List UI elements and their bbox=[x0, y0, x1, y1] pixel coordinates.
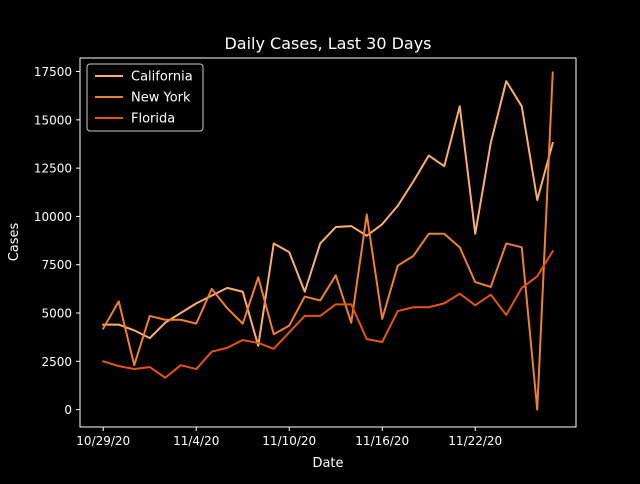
y-tick-label: 5000 bbox=[41, 307, 72, 321]
legend-label: Florida bbox=[131, 112, 175, 127]
legend-label: California bbox=[131, 70, 193, 85]
series-line-california bbox=[102, 80, 554, 347]
y-tick-label: 12500 bbox=[34, 162, 72, 176]
x-tick-label: 11/16/20 bbox=[355, 434, 409, 448]
y-tick-label: 10000 bbox=[34, 210, 72, 224]
legend-box bbox=[86, 63, 204, 132]
x-tick-label: 11/4/20 bbox=[173, 434, 219, 448]
y-axis-label: Cases bbox=[7, 222, 22, 261]
legend: California New York Florida bbox=[86, 63, 204, 132]
y-tick-label: 0 bbox=[64, 403, 72, 417]
y-tick-label: 15000 bbox=[34, 113, 72, 127]
y-axis: 0 2500 5000 7500 10000 12500 15000 17500 bbox=[34, 65, 80, 417]
x-tick-label: 10/29/20 bbox=[76, 434, 130, 448]
legend-label: New York bbox=[131, 91, 191, 106]
x-axis-label: Date bbox=[312, 456, 343, 471]
chart-title: Daily Cases, Last 30 Days bbox=[224, 34, 431, 53]
x-tick-label: 11/10/20 bbox=[262, 434, 316, 448]
x-tick-label: 11/22/20 bbox=[448, 434, 502, 448]
axes-frame bbox=[79, 57, 577, 428]
x-axis: 10/29/20 11/4/20 11/10/20 11/16/20 11/22/20 bbox=[76, 427, 502, 448]
y-tick-label: 17500 bbox=[34, 65, 72, 79]
y-tick-label: 7500 bbox=[41, 258, 72, 272]
series-line-florida bbox=[101, 249, 555, 379]
series-line-new-york bbox=[101, 71, 554, 411]
plot-area bbox=[101, 71, 555, 411]
y-tick-label: 2500 bbox=[41, 355, 72, 369]
